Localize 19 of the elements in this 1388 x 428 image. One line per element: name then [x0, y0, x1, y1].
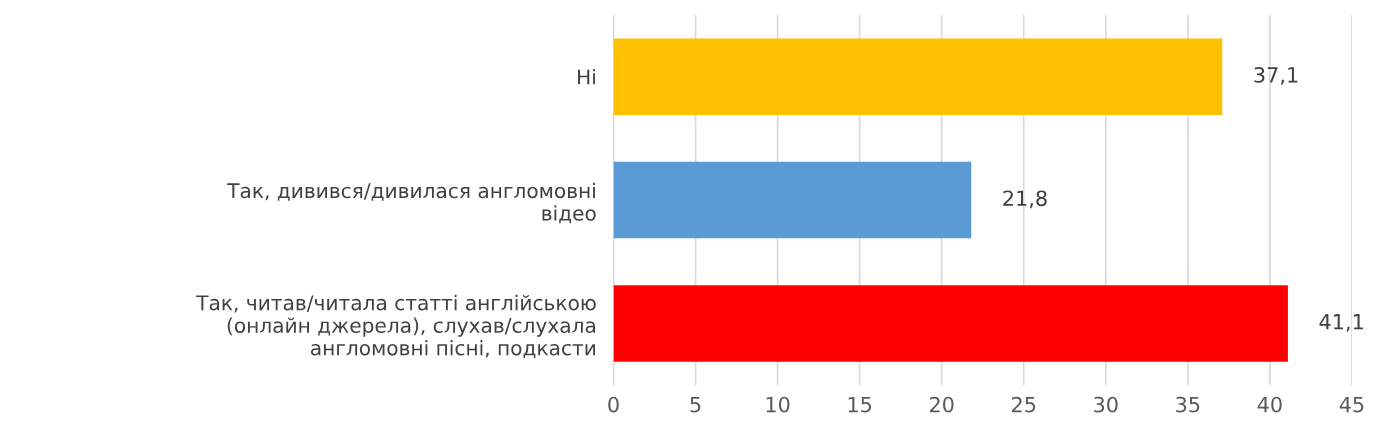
- x-tick-label: 30: [1094, 396, 1118, 413]
- data-label: 41,1: [1319, 314, 1363, 332]
- y-tick-label: Так, дивився/дивилася англомовні відео: [227, 182, 596, 224]
- y-tick-label: Ні: [578, 69, 595, 85]
- data-label: 21,8: [1003, 190, 1047, 209]
- y-tick-label: Так, читав/читала статті англійською (онлайн джерела), слухав/слухала англомовні пісні, подкасти: [196, 294, 596, 359]
- bar: [613, 161, 972, 239]
- x-tick-label: 25: [1012, 396, 1036, 413]
- data-label: 37,1: [1254, 66, 1298, 85]
- bar: [613, 285, 1288, 362]
- x-tick-label: 5: [690, 396, 701, 413]
- x-tick-label: 35: [1176, 396, 1200, 413]
- x-tick-label: 45: [1339, 396, 1364, 413]
- x-tick-label: 0: [608, 396, 619, 413]
- x-tick-label: 40: [1257, 396, 1282, 413]
- bar: [613, 38, 1223, 115]
- x-tick-label: 10: [766, 396, 790, 413]
- x-tick-label: 15: [848, 396, 872, 413]
- x-tick-label: 20: [929, 396, 954, 413]
